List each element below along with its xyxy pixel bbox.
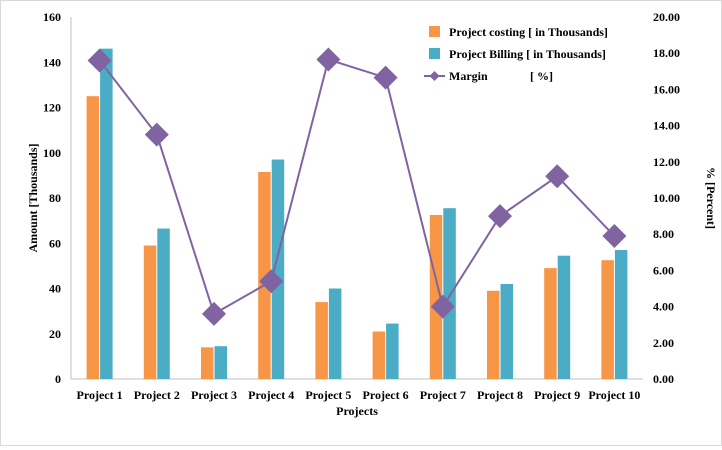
costing-bar	[315, 302, 328, 379]
x-tick-label: Project 4	[248, 388, 294, 402]
billing-bar	[271, 159, 285, 379]
y-axis-title: Amount [Thousands]	[26, 143, 40, 252]
legend-label: Project costing [ in Thousands]	[449, 25, 608, 39]
x-tick-label: Project 9	[534, 388, 580, 402]
x-tick-label: Project 3	[191, 388, 237, 402]
billing-bar	[328, 288, 342, 379]
margin-point	[488, 204, 512, 229]
y2-tick-label: 8.00	[653, 227, 674, 241]
legend-unit: [ %]	[530, 69, 553, 83]
legend-marker-margin	[429, 71, 440, 81]
y2-tick-label: 16.00	[653, 82, 680, 96]
margin-line	[98, 58, 616, 316]
x-tick-label: Project 8	[477, 388, 523, 402]
costing-bar	[487, 290, 500, 379]
billing-bar	[500, 283, 513, 379]
margin-point	[202, 301, 226, 326]
margin-point	[602, 224, 627, 249]
margin-point	[87, 48, 112, 73]
costing-bar	[601, 260, 614, 379]
y-tick-label: 40	[49, 282, 61, 296]
billing-bar	[214, 346, 227, 379]
y2-tick-label: 12.00	[653, 155, 680, 169]
y-tick-label: 0	[55, 372, 61, 386]
y2-tick-label: 2.00	[653, 336, 674, 350]
y2-tick-label: 4.00	[653, 300, 674, 314]
margin-point	[430, 294, 455, 319]
legend-swatch-billing	[429, 48, 440, 59]
margin-point	[144, 122, 169, 147]
costing-bar	[429, 214, 443, 379]
costing-bar	[201, 347, 214, 379]
costing-bar	[372, 331, 386, 379]
y2-tick-label: 6.00	[653, 263, 674, 277]
x-axis-title: Projects	[336, 404, 378, 418]
billing-bar	[100, 48, 113, 380]
y2-tick-label: 18.00	[653, 46, 680, 60]
costing-bar	[544, 268, 557, 379]
y2-tick-label: 20.00	[653, 10, 680, 24]
billing-bar	[157, 228, 170, 379]
costing-bar	[86, 96, 100, 379]
y-tick-label: 80	[49, 191, 61, 205]
legend-swatch-costing	[429, 26, 440, 37]
costing-bar	[143, 245, 157, 379]
billing-bar	[557, 255, 571, 379]
y2-tick-label: 14.00	[653, 119, 680, 133]
y-tick-label: 120	[43, 101, 61, 115]
legend-label: Margin	[449, 69, 488, 83]
y-tick-label: 140	[43, 55, 61, 69]
x-tick-label: Project 5	[305, 388, 351, 402]
legend-label: Project Billing [ in Thousands]	[449, 47, 606, 61]
x-tick-label: Project 2	[134, 388, 180, 402]
y2-tick-label: 10.00	[653, 191, 680, 205]
y2-axis-title: % [Percent]	[704, 167, 718, 229]
x-tick-label: Project 10	[588, 388, 640, 402]
x-tick-label: Project 7	[420, 388, 466, 402]
margin-point	[316, 47, 341, 72]
billing-bar	[443, 208, 456, 379]
y2-tick-label: 0.00	[653, 372, 674, 386]
x-tick-label: Project 6	[363, 388, 409, 402]
y-tick-label: 60	[49, 236, 61, 250]
y-tick-label: 20	[49, 327, 61, 341]
y-tick-label: 160	[43, 10, 61, 24]
margin-point	[373, 65, 398, 90]
margin-point	[259, 269, 284, 294]
y-tick-label: 100	[43, 146, 61, 160]
billing-bar	[614, 250, 628, 379]
margin-point	[545, 164, 570, 189]
billing-bar	[386, 323, 399, 379]
costing-bar	[258, 171, 271, 379]
x-tick-label: Project 1	[77, 388, 123, 402]
